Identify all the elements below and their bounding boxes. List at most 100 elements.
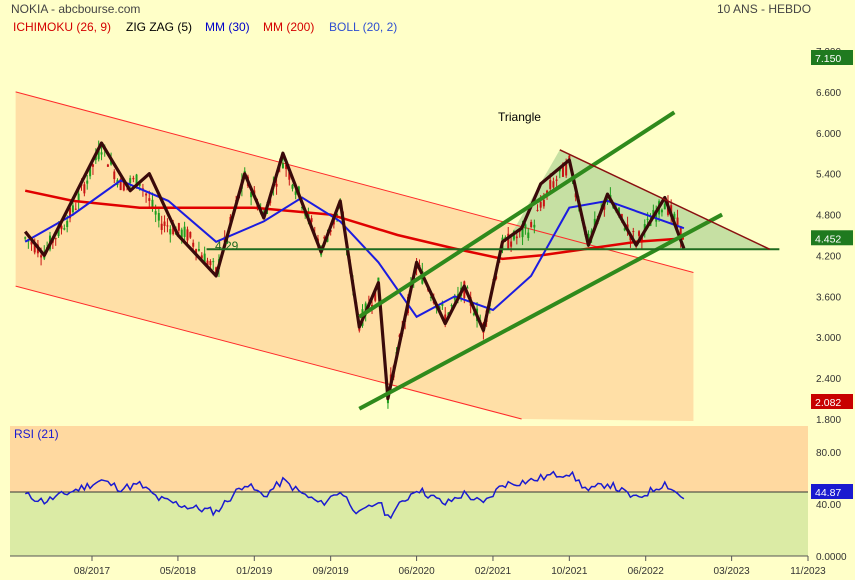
- rsi-panel-upper: [10, 426, 808, 492]
- triangle-top-line: [559, 149, 771, 250]
- price-tick-label: 6.000: [816, 129, 841, 140]
- price-tick-label: 3.600: [816, 292, 841, 303]
- candle-body: [141, 188, 144, 190]
- channel-upper-line: [15, 91, 694, 273]
- candle-body: [555, 179, 558, 181]
- legend-boll[interactable]: BOLL (20, 2): [329, 20, 398, 34]
- candle-body: [148, 198, 151, 201]
- mm200-line: [24, 189, 684, 261]
- price-tick-label: 5.400: [816, 170, 841, 181]
- candle-body: [30, 241, 33, 245]
- candle-body: [281, 163, 284, 169]
- candle-body: [527, 232, 530, 238]
- rsi-line: [24, 470, 685, 520]
- x-tick-label: 01/2019: [236, 566, 273, 577]
- legend-zigzag[interactable]: ZIG ZAG (5): [126, 20, 192, 34]
- candle-body: [565, 162, 568, 176]
- candle-body: [119, 178, 122, 191]
- candle-body: [643, 224, 646, 230]
- candle-body: [291, 184, 294, 189]
- candle-body: [203, 253, 206, 264]
- candle-body: [539, 201, 542, 208]
- candle-body: [521, 225, 524, 238]
- candle-body: [655, 211, 658, 222]
- low-price-badge: 2.082: [815, 397, 841, 409]
- candle-body: [122, 181, 125, 191]
- candle-body: [83, 184, 86, 194]
- candle-body: [145, 193, 148, 196]
- price-tick-label: 2.400: [816, 374, 841, 385]
- candle-body: [617, 207, 620, 213]
- x-tick-label: 06/2020: [399, 566, 436, 577]
- candle-body: [209, 261, 212, 266]
- candle-body: [183, 226, 186, 237]
- candle-body: [472, 313, 475, 316]
- candle-body: [507, 233, 510, 249]
- legend-ichimoku[interactable]: ICHIMOKU (26, 9): [13, 20, 112, 34]
- x-tick-label: 10/2021: [551, 566, 588, 577]
- candle-body: [24, 237, 27, 239]
- candle-body: [294, 191, 297, 195]
- mm30-line: [24, 179, 685, 319]
- low-price-badge-bg: [811, 394, 853, 409]
- candle-body: [301, 206, 304, 209]
- candle-body: [66, 220, 69, 228]
- candle-body: [275, 183, 278, 187]
- candle-body: [74, 208, 77, 210]
- candle-body: [71, 205, 74, 213]
- candle-body: [323, 237, 326, 239]
- candle-body: [69, 207, 72, 219]
- x-tick-label: 02/2021: [475, 566, 512, 577]
- candle-body: [113, 171, 116, 180]
- rsi-tick-label: 0.0000: [816, 552, 847, 563]
- x-tick-label: 11/2023: [790, 566, 826, 577]
- candle-body: [510, 241, 513, 247]
- candle-body: [646, 218, 649, 220]
- x-tick-label: 06/2022: [628, 566, 665, 577]
- candle-body: [679, 226, 682, 241]
- candle-body: [533, 224, 536, 228]
- legend-mm200[interactable]: MM (200): [263, 20, 315, 34]
- candle-body: [536, 209, 539, 211]
- candle-body: [441, 303, 444, 306]
- chart-source-title: NOKIA - abcbourse.com: [11, 2, 141, 16]
- candle-body: [206, 260, 209, 266]
- candle-body: [398, 335, 401, 337]
- candle-body: [444, 314, 447, 323]
- candle-body: [561, 163, 564, 177]
- candle-body: [192, 242, 195, 247]
- legend-mm30[interactable]: MM (30): [205, 20, 250, 34]
- triangle-annotation: Triangle: [498, 110, 541, 124]
- candle-body: [60, 225, 63, 230]
- price-tick-label: 4.800: [816, 211, 841, 222]
- candle-body: [200, 255, 203, 259]
- candle-body: [177, 223, 180, 231]
- candle-body: [524, 224, 527, 229]
- candle-body: [129, 178, 132, 184]
- last-price-badge-bg: [811, 50, 853, 65]
- price-tick-label: 4.200: [816, 251, 841, 262]
- candle-body: [568, 155, 571, 160]
- candle-body: [530, 222, 533, 228]
- candle-body: [371, 304, 374, 307]
- x-tick-label: 08/2017: [74, 566, 111, 577]
- candle-body: [623, 228, 626, 231]
- rsi-title: RSI (21): [14, 427, 59, 441]
- candle-body: [180, 229, 183, 238]
- candle-body: [195, 249, 198, 255]
- candle-body: [197, 249, 200, 251]
- candle-body: [132, 177, 135, 180]
- candle-body: [172, 225, 175, 235]
- rsi-current-badge: 44.87: [815, 487, 841, 499]
- chart-period-label: 10 ANS - HEBDO: [717, 2, 812, 16]
- candle-body: [91, 164, 94, 167]
- candle-body: [638, 231, 641, 236]
- candle-body: [54, 238, 57, 240]
- candle-body: [86, 180, 89, 184]
- last-price-badge: 7.150: [815, 53, 841, 65]
- candle-body: [285, 164, 288, 170]
- candle-body: [640, 236, 643, 242]
- candle-body: [89, 164, 92, 177]
- candle-body: [552, 181, 555, 188]
